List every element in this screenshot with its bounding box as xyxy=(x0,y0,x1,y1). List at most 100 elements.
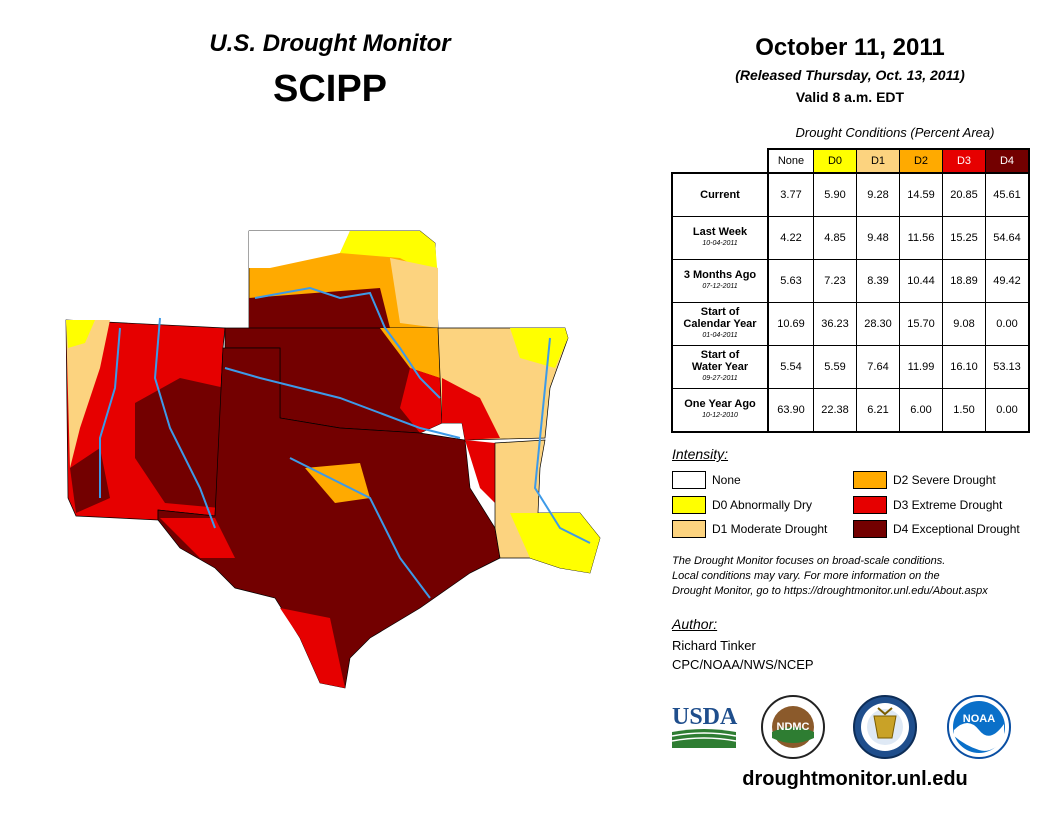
table-cell: 11.99 xyxy=(899,345,943,389)
map-date: October 11, 2011 xyxy=(755,34,945,61)
table-cell: 16.10 xyxy=(942,345,986,389)
table-row: Current 3.77 5.90 9.28 14.59 20.85 45.61 xyxy=(671,172,1030,217)
table-cell: 7.64 xyxy=(856,345,900,389)
row-label: 3 Months Ago 07-12-2011 xyxy=(671,259,769,303)
table-cell: 53.13 xyxy=(985,345,1030,389)
row-label: Start of Water Year 09-27-2011 xyxy=(671,345,769,389)
ar-d0-ne xyxy=(510,328,568,368)
row-label: Start of Calendar Year 01-04-2011 xyxy=(671,302,769,346)
legend-item-d4: D4 Exceptional Drought xyxy=(853,519,1020,538)
tx-d3-south xyxy=(280,608,345,688)
table-cell: 15.25 xyxy=(942,216,986,260)
legend-swatch xyxy=(672,519,706,538)
table-cell: 63.90 xyxy=(767,388,814,433)
table-cell: 10.44 xyxy=(899,259,943,303)
ks-d4-sw xyxy=(249,288,390,328)
nm-d1-west xyxy=(66,320,110,468)
river-mississippi xyxy=(533,337,591,544)
tx-d3-west xyxy=(160,518,235,558)
col-header-d1: D1 xyxy=(856,148,900,174)
author-label: Author: xyxy=(672,616,718,632)
river-rio-grande xyxy=(99,327,121,498)
table-cell: 9.08 xyxy=(942,302,986,346)
svg-text:USDA: USDA xyxy=(672,704,738,730)
svg-text:NDMC: NDMC xyxy=(777,721,810,733)
nm-d0-nw xyxy=(66,320,95,348)
table-cell: 54.64 xyxy=(985,216,1030,260)
table-cell: 3.77 xyxy=(767,172,814,217)
table-cell: 5.59 xyxy=(813,345,857,389)
legend-swatch xyxy=(672,470,706,489)
state-texas xyxy=(157,347,501,689)
website-url[interactable]: droughtmonitor.unl.edu xyxy=(742,768,968,790)
ok-d3-e xyxy=(400,368,442,433)
table-cell: 5.63 xyxy=(767,259,814,303)
table-cell: 7.23 xyxy=(813,259,857,303)
legend-item-d3: D3 Extreme Drought xyxy=(853,495,1002,514)
table-cell: 18.89 xyxy=(942,259,986,303)
valid-time: Valid 8 a.m. EDT xyxy=(795,89,905,105)
table-cell: 28.30 xyxy=(856,302,900,346)
table-cell: 5.90 xyxy=(813,172,857,217)
svg-text:NOAA: NOAA xyxy=(963,713,995,725)
legend-item-d1: D1 Moderate Drought xyxy=(672,519,827,538)
table-cell: 8.39 xyxy=(856,259,900,303)
table-row: Last Week 10-04-2011 4.22 4.85 9.48 11.56… xyxy=(671,216,1030,260)
table-row: 3 Months Ago 07-12-2011 5.63 7.23 8.39 10… xyxy=(671,259,1030,303)
col-header-d2: D2 xyxy=(899,148,943,174)
col-header-d4: D4 xyxy=(985,148,1030,174)
table-row: Start of Water Year 09-27-2011 5.54 5.59 7… xyxy=(671,345,1030,389)
table-cell: 0.00 xyxy=(985,302,1030,346)
legend-swatch xyxy=(853,495,887,514)
table-corner xyxy=(672,149,768,174)
table-cell: 36.23 xyxy=(813,302,857,346)
noaa-logo: NOAA xyxy=(947,695,1011,759)
legend-title: Intensity: xyxy=(672,446,729,462)
legend-item-d0: D0 Abnormally Dry xyxy=(672,495,812,514)
table-cell: 9.28 xyxy=(856,172,900,217)
river-red xyxy=(224,367,461,439)
ks-d1-east xyxy=(390,258,438,328)
table-cell: 14.59 xyxy=(899,172,943,217)
tx-d3-east xyxy=(465,440,500,508)
river-pecos xyxy=(153,317,216,529)
row-label: One Year Ago 10-12-2010 xyxy=(671,388,769,433)
table-row: Start of Calendar Year 01-04-2011 10.69 36… xyxy=(671,302,1030,346)
la-d0-south xyxy=(510,513,600,573)
table-cell: 10.69 xyxy=(767,302,814,346)
usda-logo: USDA xyxy=(671,704,738,748)
table-cell: 20.85 xyxy=(942,172,986,217)
table-cell: 5.54 xyxy=(767,345,814,389)
legend-item-d2: D2 Severe Drought xyxy=(853,470,996,489)
map-title: U.S. Drought Monitor xyxy=(209,30,451,57)
legend-swatch xyxy=(853,519,887,538)
table-cell: 9.48 xyxy=(856,216,900,260)
commerce-seal-logo xyxy=(853,695,917,759)
table-cell: 0.00 xyxy=(985,388,1030,433)
ar-d3-sw xyxy=(442,378,500,440)
nm-d4-core xyxy=(135,378,225,508)
table-caption: Drought Conditions (Percent Area) xyxy=(795,125,995,140)
table-cell: 45.61 xyxy=(985,172,1030,217)
ks-d0 xyxy=(340,231,438,278)
legend-swatch xyxy=(672,495,706,514)
author-org: CPC/NOAA/NWS/NCEP xyxy=(672,657,814,672)
table-row: One Year Ago 10-12-2010 63.90 22.38 6.21 … xyxy=(671,388,1030,433)
row-label: Current xyxy=(671,172,769,217)
ks-none xyxy=(249,231,350,268)
table-cell: 15.70 xyxy=(899,302,943,346)
col-header-d3: D3 xyxy=(942,148,986,174)
table-cell: 6.00 xyxy=(899,388,943,433)
col-header-none: None xyxy=(767,148,814,174)
legend-swatch xyxy=(853,470,887,489)
release-date: (Released Thursday, Oct. 13, 2011) xyxy=(735,67,965,83)
col-header-d0: D0 xyxy=(813,148,857,174)
table-cell: 1.50 xyxy=(942,388,986,433)
ndmc-logo: NDMC xyxy=(761,695,825,759)
author-name: Richard Tinker xyxy=(672,638,756,653)
table-cell: 49.42 xyxy=(985,259,1030,303)
region-title: SCIPP xyxy=(272,68,388,110)
drought-map xyxy=(65,230,601,689)
river-arkansas xyxy=(254,286,441,399)
drought-conditions-table: None D0 D1 D2 D3 D4 Current 3.77 5.90 9.… xyxy=(671,148,1030,433)
